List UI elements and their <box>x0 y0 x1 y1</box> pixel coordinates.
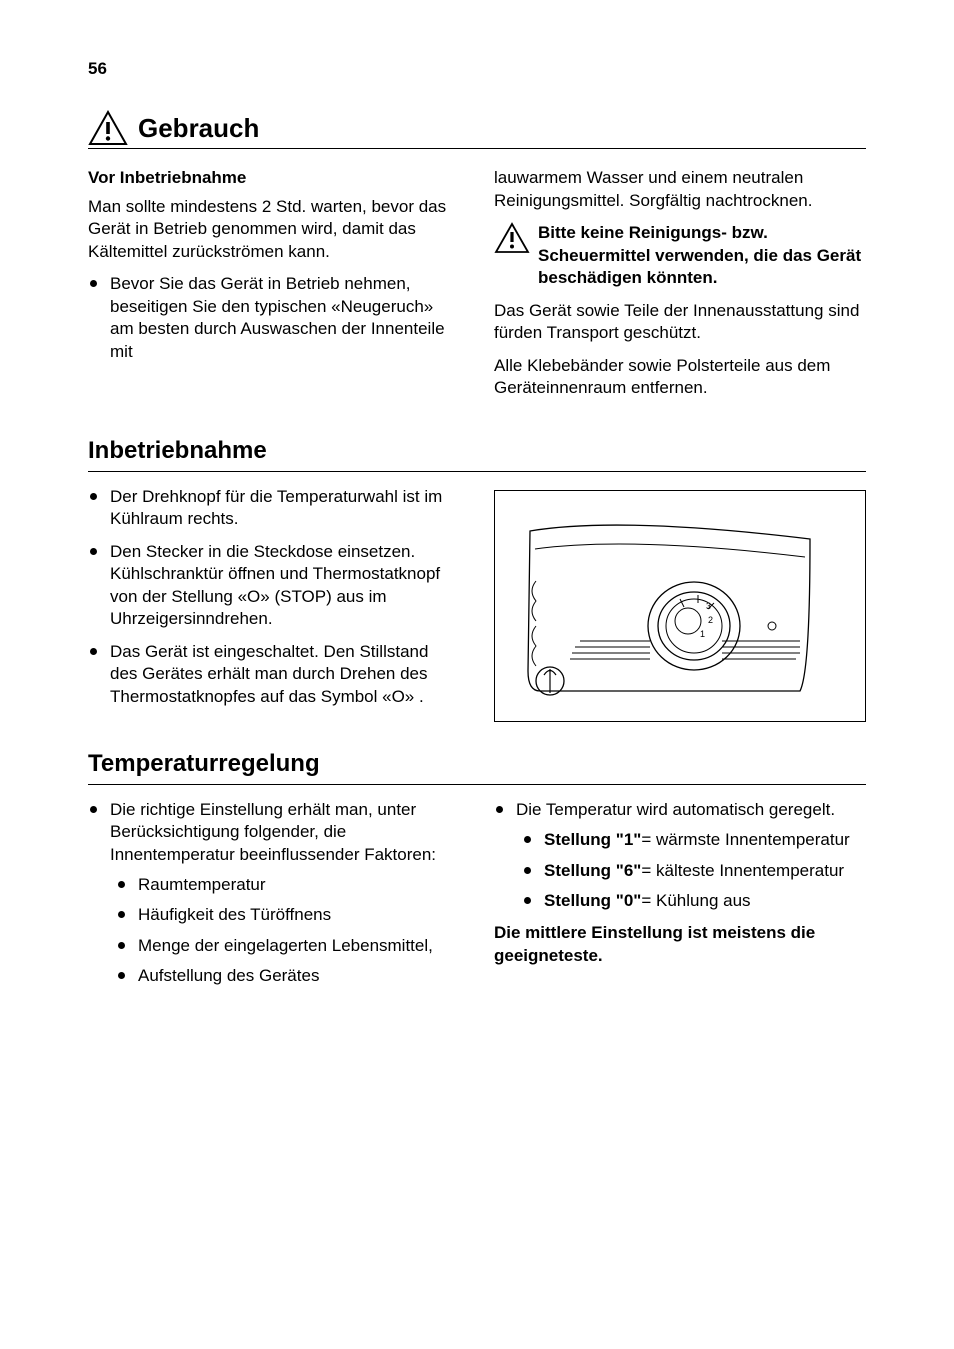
temperature-left: Die richtige Einstellung erhält man, unt… <box>88 799 460 998</box>
before-use-right-para2: Das Gerät sowie Teile der Innenausstattu… <box>494 300 866 345</box>
temp-nested-1: Raumtemperatur <box>116 874 460 896</box>
warning-icon <box>494 222 530 254</box>
thermostat-figure: 3 2 1 <box>494 490 866 722</box>
temp-right-note: Die mittlere Einstellung ist meistens di… <box>494 922 866 967</box>
startup-bullet-2: Den Stecker in die Steckdose einsetzen. … <box>88 541 460 631</box>
before-use-left: Vor Inbetriebnahme Man sollte mindestens… <box>88 167 460 409</box>
temp-right-nested-1: Stellung "1"= wärmste Innentemperatur <box>522 829 866 851</box>
temp-nested-2: Häufigkeit des Türöffnens <box>116 904 460 926</box>
temp-right-nested-2: Stellung "6"= kälteste Innentemperatur <box>522 860 866 882</box>
before-use-para1: Man sollte mindestens 2 Std. warten, bev… <box>88 196 460 263</box>
warning-block: Bitte keine Reinigungs- bzw. Scheuermitt… <box>494 222 866 289</box>
startup-bullet-3: Das Gerät ist eingeschaltet. Den Stillst… <box>88 641 460 708</box>
svg-text:2: 2 <box>708 615 713 625</box>
temp-nested-3: Menge der eingelagerten Lebensmittel, <box>116 935 460 957</box>
temp-left-bullet-text: Die richtige Einstellung erhält man, unt… <box>110 800 436 864</box>
before-use-heading: Vor Inbetriebnahme <box>88 167 460 189</box>
startup-block: Der Drehknopf für die Temperaturwahl ist… <box>88 486 866 722</box>
startup-bullet-1: Der Drehknopf für die Temperaturwahl ist… <box>88 486 460 531</box>
svg-text:3: 3 <box>706 601 711 611</box>
page-number: 56 <box>88 58 866 80</box>
temp-nested-4: Aufstellung des Gerätes <box>116 965 460 987</box>
before-use-block: Vor Inbetriebnahme Man sollte mindestens… <box>88 167 866 409</box>
setting-6-bold: Stellung "6" <box>544 861 641 880</box>
section-title-row: Gebrauch <box>88 110 866 149</box>
startup-right: 3 2 1 <box>494 486 866 722</box>
setting-0-bold: Stellung "0" <box>544 891 641 910</box>
warning-icon <box>88 110 128 146</box>
setting-1-rest: = wärmste Innentemperatur <box>641 830 849 849</box>
before-use-right: lauwarmem Wasser und einem neutralen Rei… <box>494 167 866 409</box>
warning-text: Bitte keine Reinigungs- bzw. Scheuermitt… <box>538 222 866 289</box>
temperature-right: Die Temperatur wird automatisch geregelt… <box>494 799 866 998</box>
temp-right-bullet: Die Temperatur wird automatisch geregelt… <box>494 799 866 913</box>
startup-title: Inbetriebnahme <box>88 435 866 472</box>
temperature-title: Temperaturregelung <box>88 748 866 785</box>
setting-0-rest: = Kühlung aus <box>641 891 750 910</box>
before-use-bullet: Bevor Sie das Gerät in Betrieb nehmen, b… <box>88 273 460 363</box>
before-use-right-para3: Alle Klebebänder sowie Polsterteile aus … <box>494 355 866 400</box>
startup-left: Der Drehknopf für die Temperaturwahl ist… <box>88 486 460 722</box>
temperature-block: Die richtige Einstellung erhält man, unt… <box>88 799 866 998</box>
temp-right-bullet-text: Die Temperatur wird automatisch geregelt… <box>516 800 835 819</box>
setting-6-rest: = kälteste Innentemperatur <box>641 861 844 880</box>
temp-left-bullet: Die richtige Einstellung erhält man, unt… <box>88 799 460 988</box>
temp-right-nested-3: Stellung "0"= Kühlung aus <box>522 890 866 912</box>
svg-text:1: 1 <box>700 629 705 639</box>
before-use-right-para1: lauwarmem Wasser und einem neutralen Rei… <box>494 167 866 212</box>
setting-1-bold: Stellung "1" <box>544 830 641 849</box>
section-title: Gebrauch <box>138 111 259 145</box>
